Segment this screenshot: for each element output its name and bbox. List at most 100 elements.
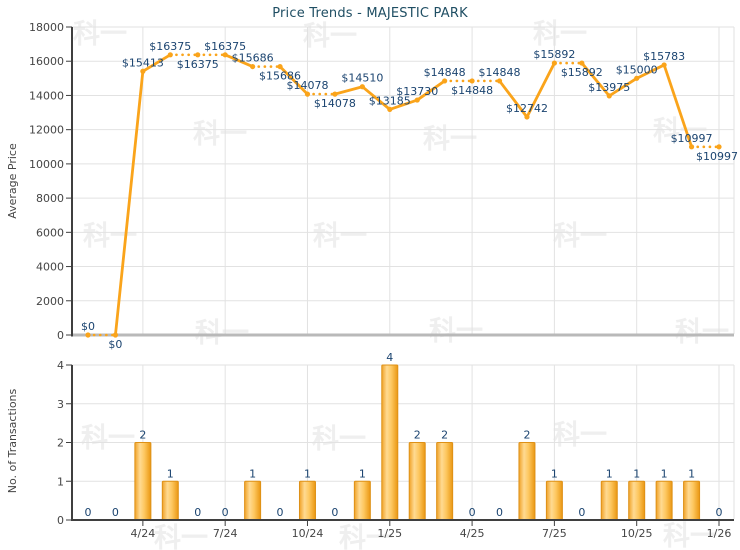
price-point: [222, 52, 228, 58]
price-point: [551, 60, 557, 66]
y-tick-label: 18000: [29, 21, 64, 34]
bar-value-label: 2: [441, 429, 448, 442]
price-point: [387, 106, 393, 112]
price-point-label: $14510: [341, 72, 383, 85]
transaction-bar: [134, 442, 152, 521]
price-point-label: $15892: [561, 66, 603, 79]
watermark-text: 科一: [81, 423, 135, 454]
bar-value-label: 1: [688, 467, 695, 480]
bar-value-label: 2: [523, 429, 530, 442]
price-point-label: $14078: [314, 97, 356, 110]
price-point: [469, 78, 475, 84]
y-tick-label: 14000: [29, 89, 64, 102]
price-line-segment: [662, 63, 693, 149]
bar-value-label: 1: [633, 467, 640, 480]
price-point: [304, 91, 311, 97]
price-line-segment: [415, 79, 447, 102]
price-point-label: $15892: [533, 48, 575, 61]
price-point-label: $14848: [479, 66, 521, 79]
x-tick-label: 7/25: [542, 527, 567, 540]
price-point-label: $0: [81, 320, 95, 333]
y-tick-label: 6000: [36, 226, 64, 239]
price-line-segment: [278, 65, 309, 96]
watermark-text: 科一: [653, 116, 707, 147]
price-point: [442, 78, 448, 84]
price-point: [112, 332, 119, 338]
transaction-bar: [298, 480, 316, 521]
bar-value-label: 0: [222, 506, 229, 519]
transaction-bar: [600, 480, 618, 521]
price-point-label: $14848: [424, 66, 466, 79]
y-tick-label: 2: [57, 437, 64, 450]
price-point: [140, 68, 146, 74]
bar-value-label: 0: [277, 506, 284, 519]
watermark-text: 科一: [553, 221, 607, 252]
transaction-bar: [381, 364, 399, 521]
transaction-bar: [545, 480, 563, 521]
transaction-bar: [628, 480, 646, 521]
transaction-bar: [683, 480, 701, 521]
price-point-label: $15686: [259, 70, 301, 83]
price-point-label: $13975: [588, 81, 630, 94]
x-tick-label: 1/25: [377, 527, 402, 540]
y-tick-label: 12000: [29, 124, 64, 137]
price-point: [332, 91, 338, 97]
watermark-text: 科一: [663, 521, 717, 550]
watermark-text: 科一: [429, 316, 483, 347]
bar-value-label: 0: [85, 506, 92, 519]
y-tick-label: 0: [57, 329, 64, 342]
transaction-bar: [161, 480, 179, 521]
transaction-bar: [353, 480, 371, 521]
y-tick-label: 4: [57, 359, 64, 372]
price-line-segment: [141, 53, 172, 73]
price-point-label: $0: [108, 338, 122, 351]
price-point-label: $14848: [451, 84, 493, 97]
price-point: [634, 75, 640, 81]
price-point: [85, 332, 91, 338]
price-line-segment: [333, 85, 364, 96]
bar-value-label: 0: [496, 506, 503, 519]
price-point: [688, 144, 695, 150]
y-tick-label: 4000: [36, 261, 64, 274]
bar-value-label: 1: [304, 467, 311, 480]
price-point-label: $12742: [506, 102, 548, 115]
x-tick-label: 10/25: [621, 527, 653, 540]
price-line-segment: [580, 61, 611, 98]
transaction-bar: [436, 442, 454, 521]
x-tick-label: 7/24: [213, 527, 238, 540]
bar-value-label: 1: [167, 467, 174, 480]
transactions-chart: 0 1 2 3 4 4/24 7/24 10/24 1/25 4/25 7/25 10/25 1/26 0…: [57, 351, 735, 540]
y-tick-label: 16000: [29, 55, 64, 68]
price-point: [579, 60, 585, 66]
bar-value-label: 0: [112, 506, 119, 519]
price-point-label: $16375: [177, 58, 219, 71]
price-line-segment: [223, 53, 255, 68]
watermark-text: 科一: [83, 221, 137, 252]
bar-value-label: 0: [716, 506, 723, 519]
price-point-label: $15000: [616, 63, 658, 76]
y-tick-label: 2000: [36, 295, 64, 308]
price-line-segment: [635, 63, 666, 80]
price-point: [195, 52, 201, 58]
bar-value-label: 1: [606, 467, 613, 480]
y-tick-label: 0: [57, 514, 64, 527]
watermark-text: 科一: [423, 124, 477, 155]
watermark-text: 科一: [553, 420, 607, 451]
price-line-segment: [525, 61, 556, 119]
watermark-text: 科一: [675, 317, 729, 348]
price-point-label: $16375: [204, 40, 246, 53]
watermark-text: 科一: [313, 221, 367, 252]
price-point: [496, 78, 503, 84]
price-point: [167, 52, 173, 58]
price-line-segment: [388, 98, 419, 111]
bar-value-label: 0: [578, 506, 585, 519]
watermark-text: 科一: [533, 19, 587, 50]
watermark-text: 科一: [154, 523, 208, 550]
bar-value-label: 1: [249, 467, 256, 480]
y-tick-label: 3: [57, 398, 64, 411]
price-point-label: $15686: [232, 52, 274, 65]
x-tick-label: 10/24: [292, 527, 324, 540]
price-point: [606, 93, 612, 99]
